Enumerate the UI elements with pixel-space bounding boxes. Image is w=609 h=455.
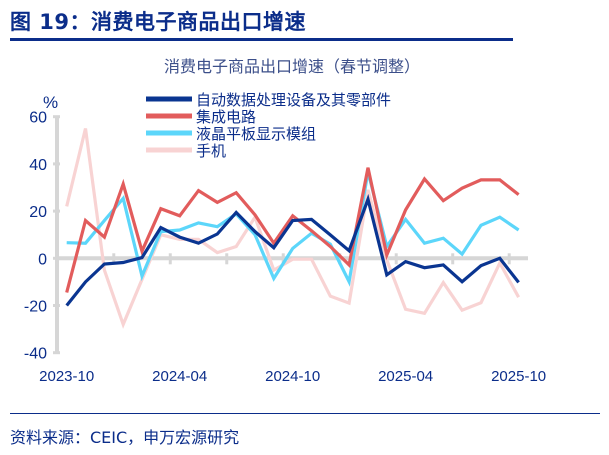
x-tick-label: 2023-10: [39, 368, 94, 385]
x-tick-label: 2024-10: [265, 368, 320, 385]
x-tick-label: 2025-04: [378, 368, 433, 385]
legend-label: 液晶平板显示模组: [196, 125, 316, 143]
legend-label: 手机: [196, 142, 226, 160]
y-axis-unit: %: [43, 93, 58, 112]
figure-title: 图 19：消费电子商品出口增速: [10, 10, 307, 34]
x-tick-label: 2025-10: [491, 368, 546, 385]
y-tick-label: -20: [24, 299, 47, 316]
y-tick-label: -40: [24, 346, 47, 363]
source-note: 资料来源：CEIC，申万宏源研究: [10, 428, 240, 447]
legend-label: 集成电路: [196, 108, 256, 126]
y-tick-label: 20: [29, 204, 47, 221]
chart-title: 消费电子商品出口增速（春节调整）: [164, 57, 420, 76]
source-divider: [10, 413, 600, 414]
line-chart: 消费电子商品出口增速（春节调整） % 60 40 20 0 -20 -40 2023-10 2…: [24, 57, 546, 385]
x-tick-label: 2024-04: [152, 368, 207, 385]
title-divider: [10, 38, 513, 41]
series-line-1: [65, 167, 520, 293]
legend-label: 自动数据处理设备及其零部件: [196, 91, 391, 109]
y-tick-label: 40: [29, 157, 47, 174]
y-tick-label: 0: [38, 251, 47, 268]
y-tick-label: 60: [29, 110, 47, 127]
